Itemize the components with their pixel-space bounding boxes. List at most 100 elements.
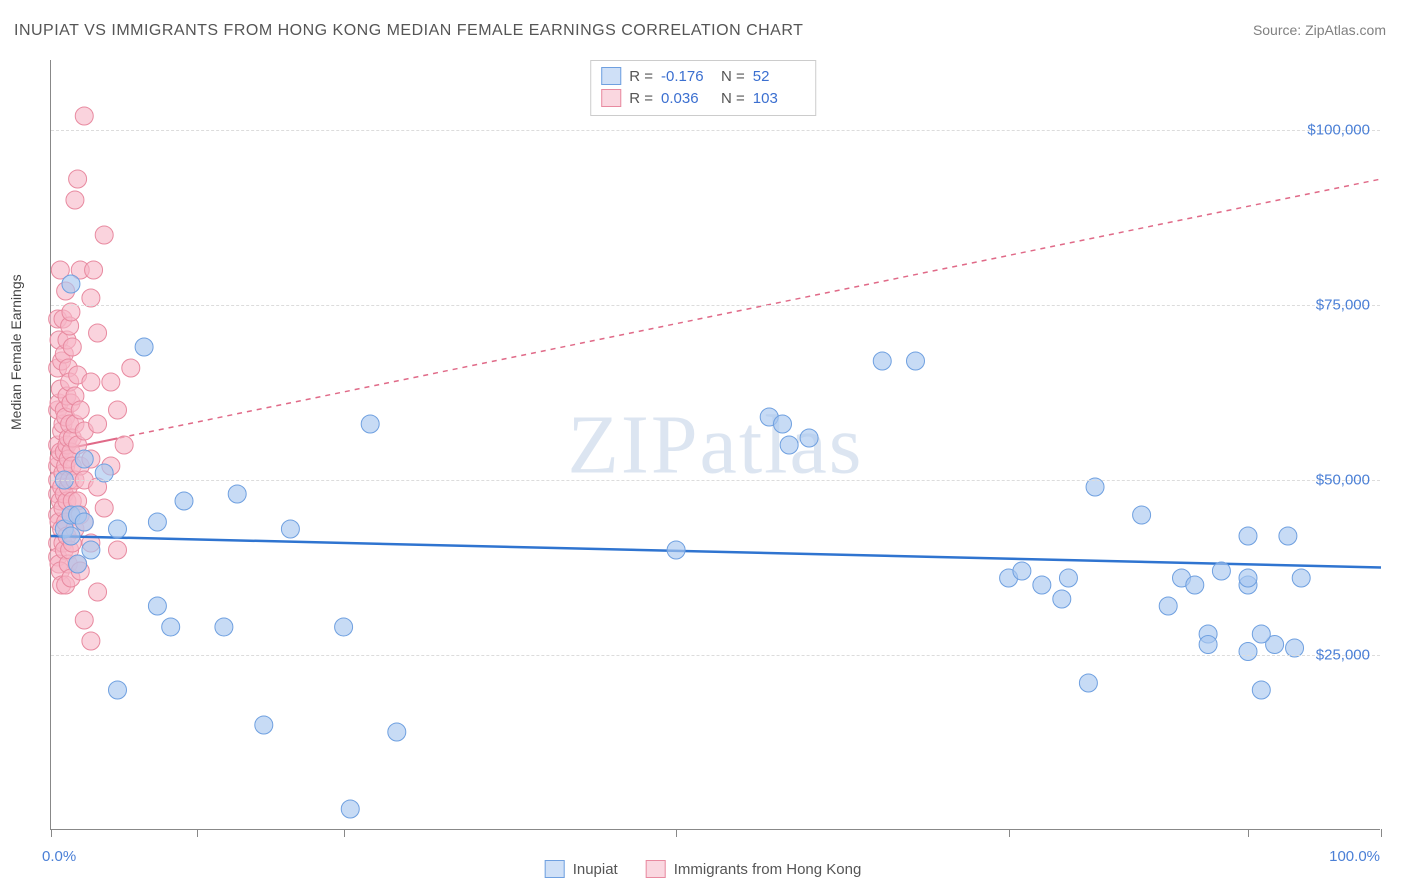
data-point: [75, 513, 93, 531]
data-point: [115, 436, 133, 454]
data-point: [780, 436, 798, 454]
data-point: [71, 401, 89, 419]
swatch-b-icon: [601, 89, 621, 107]
data-point: [1252, 625, 1270, 643]
data-point: [102, 373, 120, 391]
data-point: [1079, 674, 1097, 692]
stat-n-label: N =: [721, 68, 745, 85]
data-point: [1033, 576, 1051, 594]
chart-title: INUPIAT VS IMMIGRANTS FROM HONG KONG MED…: [14, 22, 803, 40]
stats-row-b: R = 0.036 N = 103: [601, 87, 805, 109]
data-point: [69, 555, 87, 573]
data-point: [95, 226, 113, 244]
data-point: [907, 352, 925, 370]
stat-n-label: N =: [721, 90, 745, 107]
legend-item-a: Inupiat: [545, 860, 618, 878]
data-point: [800, 429, 818, 447]
data-point: [388, 723, 406, 741]
data-point: [89, 324, 107, 342]
x-tick: [676, 829, 677, 837]
data-point: [82, 632, 100, 650]
data-point: [1013, 562, 1031, 580]
legend-item-b: Immigrants from Hong Kong: [646, 860, 862, 878]
x-tick: [51, 829, 52, 837]
data-point: [873, 352, 891, 370]
source-value: ZipAtlas.com: [1305, 22, 1386, 38]
gridline: [51, 130, 1380, 131]
data-point: [109, 520, 127, 538]
data-point: [335, 618, 353, 636]
data-point: [135, 338, 153, 356]
data-point: [175, 492, 193, 510]
x-tick: [344, 829, 345, 837]
x-axis-max-label: 100.0%: [1329, 848, 1380, 865]
data-point: [215, 618, 233, 636]
trend-line: [51, 179, 1381, 452]
data-point: [62, 275, 80, 293]
plot-area: ZIPatlas $25,000$50,000$75,000$100,000: [50, 60, 1380, 830]
data-point: [1212, 562, 1230, 580]
y-tick-label: $75,000: [1316, 297, 1370, 314]
data-point: [89, 583, 107, 601]
data-point: [85, 261, 103, 279]
data-point: [1239, 527, 1257, 545]
data-point: [75, 611, 93, 629]
data-point: [255, 716, 273, 734]
x-tick: [197, 829, 198, 837]
data-point: [66, 191, 84, 209]
data-point: [1239, 643, 1257, 661]
data-point: [341, 800, 359, 818]
data-point: [148, 597, 166, 615]
data-point: [122, 359, 140, 377]
y-tick-label: $25,000: [1316, 647, 1370, 664]
swatch-a-icon: [601, 67, 621, 85]
scatter-plot-svg: [51, 60, 1380, 829]
data-point: [1053, 590, 1071, 608]
data-point: [1059, 569, 1077, 587]
x-tick: [1381, 829, 1382, 837]
data-point: [667, 541, 685, 559]
data-point: [1279, 527, 1297, 545]
data-point: [89, 415, 107, 433]
data-point: [75, 450, 93, 468]
x-axis-min-label: 0.0%: [42, 848, 76, 865]
data-point: [162, 618, 180, 636]
data-point: [69, 170, 87, 188]
stat-r-label: R =: [629, 90, 653, 107]
legend-label-a: Inupiat: [573, 861, 618, 878]
data-point: [95, 499, 113, 517]
data-point: [228, 485, 246, 503]
y-axis-label: Median Female Earnings: [8, 274, 24, 430]
x-tick: [1248, 829, 1249, 837]
stat-r-a: -0.176: [661, 68, 713, 85]
data-point: [82, 541, 100, 559]
y-tick-label: $100,000: [1307, 122, 1370, 139]
data-point: [109, 681, 127, 699]
data-point: [1292, 569, 1310, 587]
data-point: [82, 373, 100, 391]
legend-swatch-a-icon: [545, 860, 565, 878]
stats-legend: R = -0.176 N = 52 R = 0.036 N = 103: [590, 60, 816, 116]
data-point: [75, 107, 93, 125]
legend-label-b: Immigrants from Hong Kong: [674, 861, 862, 878]
data-point: [1239, 569, 1257, 587]
data-point: [1252, 681, 1270, 699]
y-tick-label: $50,000: [1316, 472, 1370, 489]
series-legend: Inupiat Immigrants from Hong Kong: [545, 860, 862, 878]
stat-r-label: R =: [629, 68, 653, 85]
data-point: [1133, 506, 1151, 524]
stats-row-a: R = -0.176 N = 52: [601, 65, 805, 87]
data-point: [109, 401, 127, 419]
gridline: [51, 480, 1380, 481]
x-tick: [1009, 829, 1010, 837]
data-point: [774, 415, 792, 433]
data-point: [1199, 636, 1217, 654]
legend-swatch-b-icon: [646, 860, 666, 878]
data-point: [281, 520, 299, 538]
gridline: [51, 305, 1380, 306]
stat-n-b: 103: [753, 90, 805, 107]
data-point: [1159, 597, 1177, 615]
stat-r-b: 0.036: [661, 90, 713, 107]
data-point: [1186, 576, 1204, 594]
data-point: [361, 415, 379, 433]
